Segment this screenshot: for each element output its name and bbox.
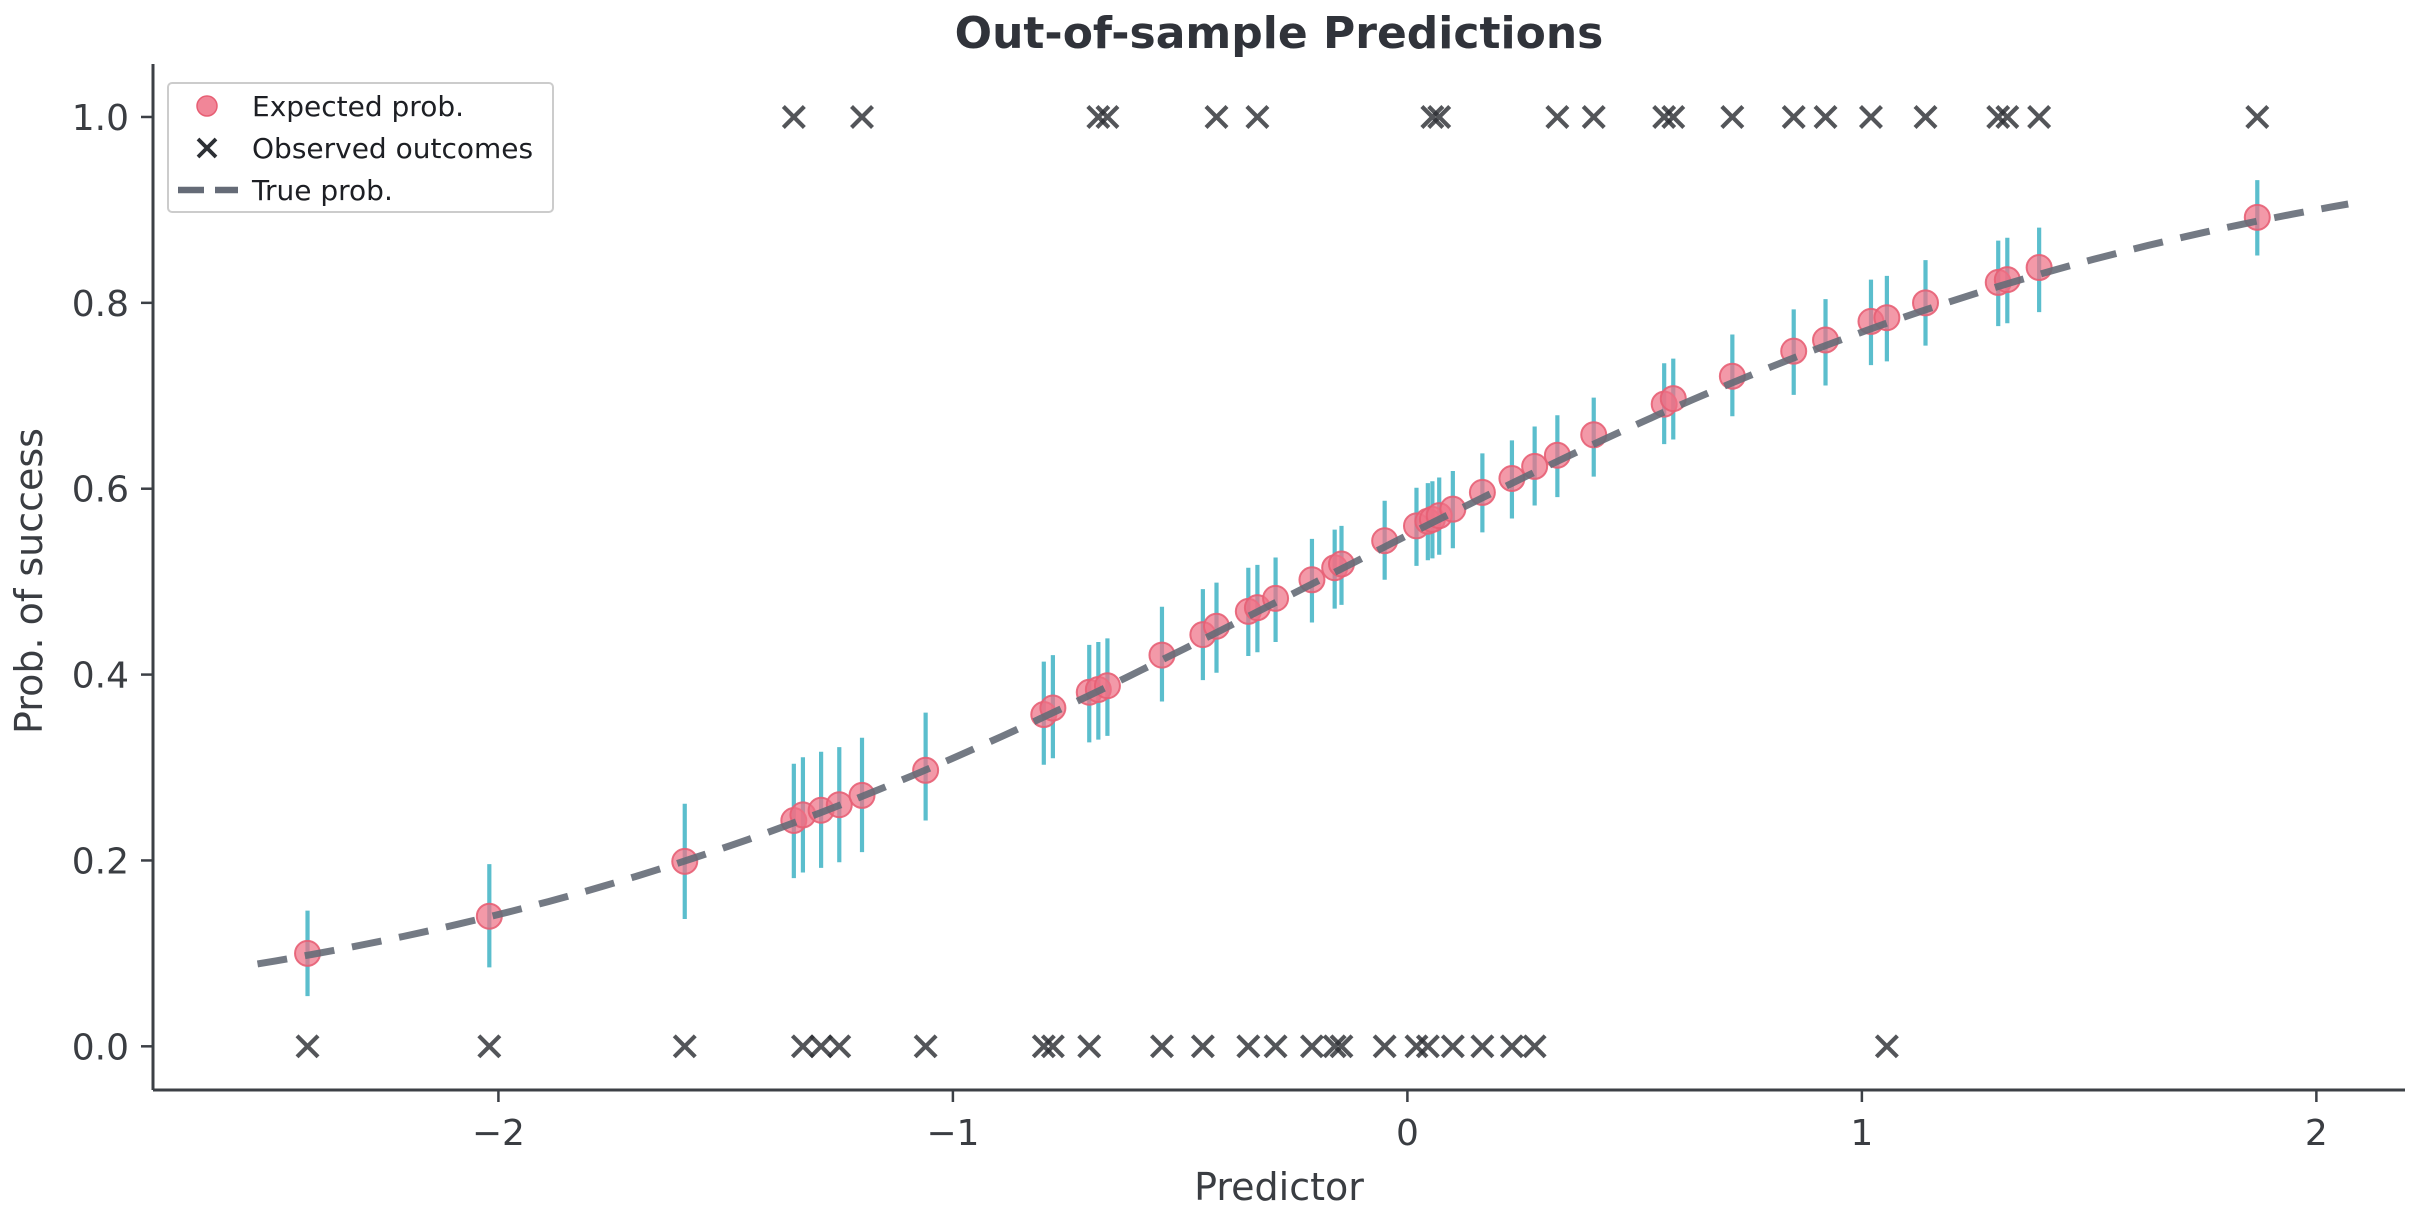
true-prob-layer	[256, 200, 2349, 968]
observed-outcome-marker	[781, 104, 806, 129]
legend-observed-outcomes-icon	[196, 137, 218, 159]
observed-outcome-marker	[1913, 104, 1938, 129]
observed-outcome-marker	[1440, 1034, 1465, 1059]
observed-outcome-marker	[1720, 104, 1745, 129]
axes-spines	[151, 64, 2405, 1092]
y-tick-label: 1.0	[72, 98, 129, 139]
plot-area: −2 −1 0 1 2 0.0 0.2 0.4 0.6 0.8 1.0 Expected prob. O…	[72, 64, 2405, 1154]
legend-label: Expected prob.	[252, 90, 464, 123]
observed-outcome-marker	[1581, 104, 1606, 129]
observed-outcome-marker	[1420, 104, 1445, 129]
observed-outcome-marker	[1499, 1034, 1524, 1059]
observed-outcome-marker	[1661, 104, 1686, 129]
x-axis-label: Predictor	[1194, 1165, 1364, 1209]
observed-outcome-marker	[1031, 1034, 1056, 1059]
legend-box	[167, 82, 554, 213]
observed-outcome-marker	[1245, 104, 1270, 129]
observed-outcome-marker	[295, 1034, 320, 1059]
observed-outcome-marker	[809, 1034, 834, 1059]
y-tick-label: 0.6	[72, 470, 129, 511]
observed-outcome-marker	[1522, 1034, 1547, 1059]
y-tick-label: 0.0	[72, 1027, 129, 1068]
legend-label: True prob.	[251, 174, 393, 207]
observed-outcome-marker	[2245, 104, 2270, 129]
x-tick-label: −1	[926, 1113, 979, 1154]
observed-outcome-marker	[1995, 104, 2020, 129]
observed-outcomes-series	[295, 104, 2270, 1059]
expected-prob-point	[2025, 254, 2053, 282]
chart-title: Out-of-sample Predictions	[955, 8, 1604, 59]
y-axis-label: Prob. of success	[7, 428, 51, 734]
observed-outcome-marker	[1545, 104, 1570, 129]
expected-prob-point	[1659, 385, 1687, 413]
observed-outcome-marker	[1299, 1034, 1324, 1059]
legend-expected-prob-icon	[196, 95, 218, 117]
legend: Expected prob. Observed outcomes True prob…	[167, 82, 554, 213]
observed-outcome-marker	[1372, 1034, 1397, 1059]
observed-outcome-marker	[1149, 1034, 1174, 1059]
observed-outcome-marker	[477, 1034, 502, 1059]
observed-outcome-marker	[1813, 104, 1838, 129]
axis-ticks: −2 −1 0 1 2 0.0 0.2 0.4 0.6 0.8 1.0	[72, 98, 2328, 1154]
observed-outcome-marker	[1086, 104, 1111, 129]
observed-outcome-marker	[2027, 104, 2052, 129]
observed-outcome-marker	[1236, 1034, 1261, 1059]
legend-label: Observed outcomes	[252, 132, 533, 165]
observed-outcome-marker	[1858, 104, 1883, 129]
observed-outcome-marker	[1190, 1034, 1215, 1059]
y-tick-label: 0.8	[72, 284, 129, 325]
x-tick-label: −2	[472, 1113, 525, 1154]
x-tick-label: 2	[2305, 1113, 2328, 1154]
observed-outcome-marker	[913, 1034, 938, 1059]
true-prob-line	[256, 200, 2349, 968]
observed-outcome-marker	[1427, 104, 1452, 129]
x-tick-label: 0	[1396, 1113, 1419, 1154]
observed-outcome-marker	[1263, 1034, 1288, 1059]
y-tick-label: 0.4	[72, 656, 129, 697]
observed-outcome-marker	[1095, 104, 1120, 129]
observed-outcome-marker	[827, 1034, 852, 1059]
observed-outcome-marker	[1329, 1034, 1354, 1059]
observed-outcome-marker	[672, 1034, 697, 1059]
observed-outcome-marker	[790, 1034, 815, 1059]
observed-outcome-marker	[1204, 104, 1229, 129]
x-tick-label: 1	[1850, 1113, 1873, 1154]
observed-outcome-marker	[1404, 1034, 1429, 1059]
expected-prob-series	[294, 203, 2271, 967]
observed-outcome-marker	[1322, 1034, 1347, 1059]
observed-outcome-marker	[1652, 104, 1677, 129]
observed-outcome-marker	[1040, 1034, 1065, 1059]
observed-outcome-marker	[1781, 104, 1806, 129]
observed-outcome-marker	[850, 104, 874, 129]
observed-outcome-marker	[1874, 1034, 1899, 1059]
observed-outcome-marker	[1470, 1034, 1495, 1059]
y-tick-label: 0.2	[72, 841, 129, 882]
observed-outcome-marker	[1415, 1034, 1440, 1059]
observed-outcome-marker	[1986, 104, 2011, 129]
observed-outcome-marker	[1077, 1034, 1102, 1059]
